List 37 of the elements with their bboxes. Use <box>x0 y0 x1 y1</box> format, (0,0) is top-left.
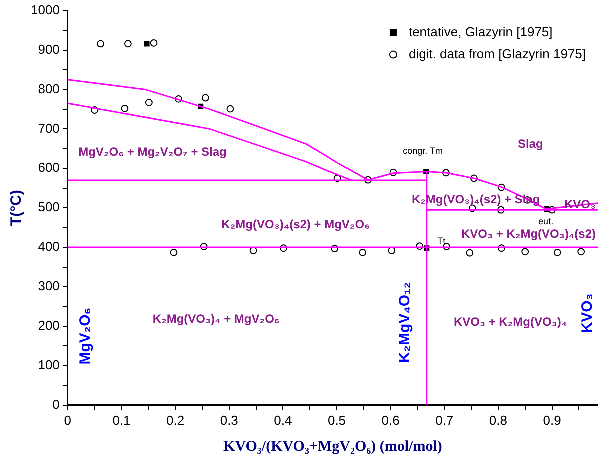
y-tick-label: 800 <box>38 81 60 96</box>
y-axis-title: T(°C) <box>8 190 26 226</box>
annotation: Slag <box>518 136 544 151</box>
legend-label: digit. data from [Glazyrin 1975] <box>408 46 586 62</box>
annotation: KVO₃ <box>579 294 596 334</box>
legend-label: tentative, Glazyrin [1975] <box>408 24 553 40</box>
annotation: K₂Mg(VO₃)₄ + MgV₂O₆ <box>152 312 280 326</box>
annotation: KVO₃ + K₂Mg(VO₃)₄(s2) <box>462 227 596 242</box>
annotation: MgV₂O₆ + Mg₂V₂O₇ + Slag <box>78 145 227 160</box>
annotation: congr. Tm <box>403 146 444 156</box>
x-axis-title: KVO₃/(KVO₃+MgV₂O₆) (mol/mol) <box>224 438 442 455</box>
y-tick-label: 600 <box>38 160 60 176</box>
x-tick-label: 0.3 <box>220 412 238 428</box>
y-tick-label: 100 <box>38 358 60 373</box>
y-tick-label: 300 <box>38 278 60 294</box>
x-tick-label: 0.2 <box>166 412 185 428</box>
y-tick-label: 500 <box>38 200 60 215</box>
annotation: MgV₂O₆ <box>77 308 94 365</box>
y-tick-label: 0 <box>52 396 60 412</box>
x-tick-label: 0.6 <box>382 412 400 428</box>
x-tick-label: 0 <box>64 412 72 428</box>
annotation: Tt <box>438 236 446 246</box>
y-tick-label: 200 <box>38 318 60 334</box>
y-tick-label: 700 <box>38 120 60 136</box>
x-tick-label: 0.4 <box>274 412 292 428</box>
y-tick-label: 400 <box>38 239 60 254</box>
annotation: K₂MgV₄O₁₂ <box>396 282 414 363</box>
x-tick-label: 0.7 <box>436 412 454 428</box>
x-tick-label: 0.9 <box>543 412 562 428</box>
y-tick-label: 900 <box>38 42 60 57</box>
annotation: eut. <box>538 216 554 226</box>
y-tick-label: 1000 <box>31 2 60 18</box>
annotation: K₂Mg(VO₃)₄(s2) + MgV₂O₆ <box>222 217 370 232</box>
x-tick-label: 0.1 <box>112 412 131 428</box>
x-tick-label: 0.5 <box>328 412 346 428</box>
x-tick-label: 0.8 <box>489 412 508 428</box>
annotation: KVO₃ + K₂Mg(VO₃)₄ <box>454 314 568 329</box>
